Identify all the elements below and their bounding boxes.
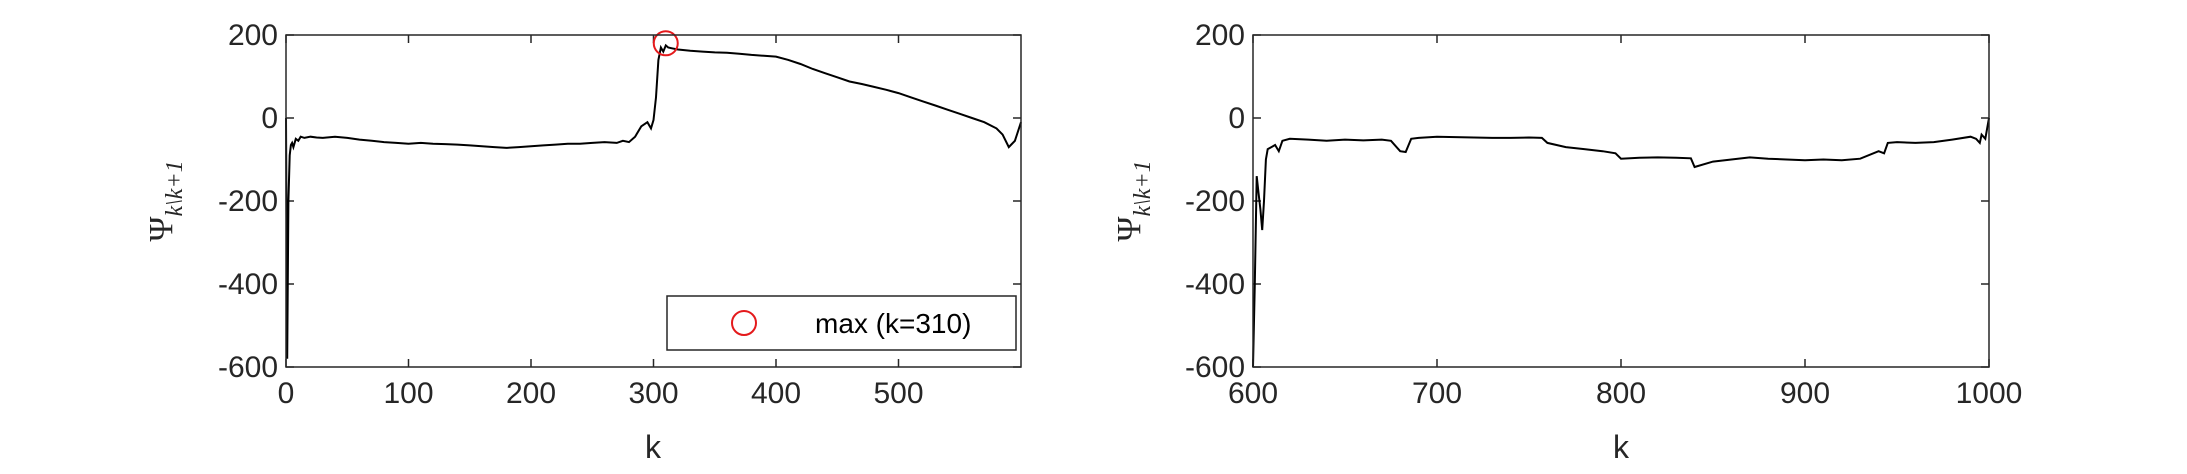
x-tick-label: 300 (628, 377, 678, 410)
left-x-tick-labels: 0 100 200 300 400 500 (278, 377, 924, 410)
x-tick-label: 200 (506, 377, 556, 410)
y-tick-label: -400 (1185, 268, 1245, 301)
x-tick-label: 500 (873, 377, 923, 410)
right-plot-area (1253, 35, 1989, 367)
left-y-axis-label-main: Ψ (143, 217, 180, 242)
x-tick-label: 600 (1228, 377, 1278, 410)
right-x-tick-labels: 600 700 800 900 1000 (1228, 377, 2022, 410)
right-chart-panel: 600 700 800 900 1000 200 0 -200 -400 -600 k Ψk\k… (1111, 19, 2022, 465)
x-tick-label: 1000 (1956, 377, 2023, 410)
y-tick-label: -600 (218, 351, 278, 384)
right-x-axis-label: k (1613, 429, 1630, 465)
x-tick-label: 700 (1412, 377, 1462, 410)
x-tick-label: 900 (1780, 377, 1830, 410)
right-series-line (1252, 117, 1990, 368)
y-tick-label: -200 (1185, 185, 1245, 218)
right-y-axis-label-main: Ψ (1111, 217, 1148, 242)
right-y-axis-label: Ψk\k+1 (1111, 160, 1156, 241)
y-tick-label: 200 (228, 19, 278, 52)
legend: max (k=310) (666, 295, 1017, 351)
left-y-tick-labels: 200 0 -200 -400 -600 (218, 19, 278, 384)
y-tick-label: -400 (218, 268, 278, 301)
svg-text:Ψk\k+1: Ψk\k+1 (143, 160, 188, 241)
max-marker (652, 30, 679, 57)
y-tick-label: 0 (261, 102, 278, 135)
x-tick-label: 0 (278, 377, 295, 410)
y-tick-label: -200 (218, 185, 278, 218)
legend-box (666, 295, 1017, 351)
right-y-axis-label-sub: k\k+1 (1130, 160, 1156, 216)
left-y-axis-label: Ψk\k+1 (143, 160, 188, 241)
legend-marker-icon (731, 310, 757, 336)
y-tick-label: 0 (1228, 102, 1245, 135)
left-x-axis-label: k (645, 429, 662, 465)
left-series-line (285, 43, 1022, 359)
left-y-axis-label-sub: k\k+1 (162, 160, 188, 216)
x-tick-label: 400 (751, 377, 801, 410)
left-axes-box (285, 34, 1022, 368)
left-chart-panel: 0 100 200 300 400 500 200 0 -200 -400 -600 k Ψk\k… (143, 19, 1022, 465)
x-tick-label: 800 (1596, 377, 1646, 410)
right-axes-box (1252, 34, 1990, 368)
x-tick-label: 100 (383, 377, 433, 410)
right-y-tick-labels: 200 0 -200 -400 -600 (1185, 19, 1245, 384)
y-tick-label: -600 (1185, 351, 1245, 384)
svg-text:Ψk\k+1: Ψk\k+1 (1111, 160, 1156, 241)
legend-label: max (k=310) (815, 308, 971, 339)
y-tick-label: 200 (1195, 19, 1245, 52)
